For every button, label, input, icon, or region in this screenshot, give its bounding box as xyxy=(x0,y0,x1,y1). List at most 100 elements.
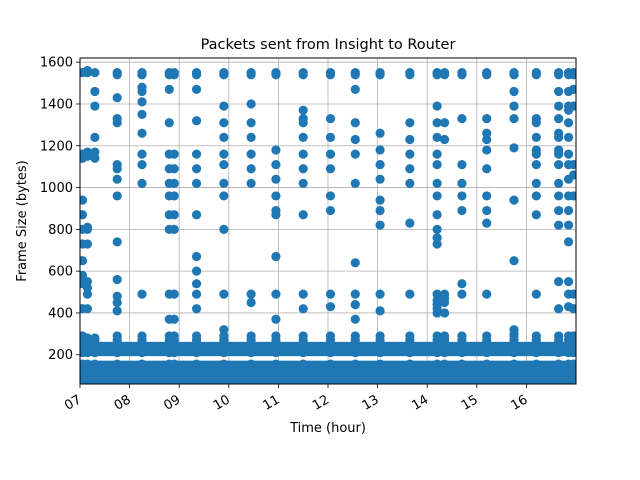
data-point xyxy=(405,149,415,159)
data-point xyxy=(271,70,281,80)
band-point xyxy=(191,340,202,350)
x-axis-label: Time (hour) xyxy=(289,421,366,436)
data-point xyxy=(432,224,442,234)
data-point xyxy=(457,114,467,124)
data-point xyxy=(405,134,415,145)
data-point xyxy=(405,70,415,80)
data-point xyxy=(482,134,492,145)
data-point xyxy=(271,159,281,170)
data-point xyxy=(432,210,442,220)
data-point xyxy=(191,164,202,174)
data-point xyxy=(298,149,308,159)
data-point xyxy=(482,145,492,155)
data-point xyxy=(298,210,308,220)
band-point xyxy=(271,359,281,369)
data-point xyxy=(112,70,122,80)
data-point xyxy=(350,70,360,80)
data-point xyxy=(271,251,281,262)
data-point xyxy=(375,145,385,155)
band-point xyxy=(90,340,100,350)
band-point xyxy=(405,359,415,369)
band-point xyxy=(90,376,100,384)
data-point xyxy=(298,304,308,314)
band-point xyxy=(531,340,541,350)
data-point xyxy=(405,164,415,174)
data-point xyxy=(246,149,256,159)
data-point xyxy=(82,304,93,314)
x-axis-ticks: 07 08 09 10 11 12 13 14 15 16 xyxy=(62,384,530,414)
band-point xyxy=(298,348,308,358)
band-point xyxy=(325,348,336,358)
data-point xyxy=(112,274,122,285)
data-point xyxy=(482,164,492,174)
data-point xyxy=(563,132,574,143)
data-point xyxy=(191,279,202,289)
data-point xyxy=(432,101,442,111)
data-point xyxy=(298,178,308,188)
band-point xyxy=(82,340,93,350)
dense-band xyxy=(80,360,576,385)
data-point xyxy=(350,134,360,145)
band-point xyxy=(219,348,229,358)
band-point xyxy=(432,376,442,384)
data-point xyxy=(169,191,179,201)
band-point xyxy=(350,359,360,369)
y-tick-label: 1600 xyxy=(40,56,73,71)
data-point xyxy=(325,302,336,312)
band-point xyxy=(554,348,564,358)
data-point xyxy=(563,277,574,287)
band-point xyxy=(509,376,519,384)
band-point xyxy=(112,348,122,358)
data-point xyxy=(509,256,519,266)
data-point xyxy=(82,224,93,234)
data-point xyxy=(90,101,100,111)
data-point xyxy=(246,70,256,80)
data-point xyxy=(432,239,442,249)
band-point xyxy=(375,340,385,350)
data-point xyxy=(482,114,492,124)
data-point xyxy=(554,178,564,188)
data-point xyxy=(80,210,88,220)
data-point xyxy=(350,289,360,299)
data-point xyxy=(137,86,147,97)
band-point xyxy=(137,340,147,350)
data-point xyxy=(271,145,281,155)
band-point xyxy=(325,376,336,384)
data-point xyxy=(405,178,415,188)
data-point xyxy=(191,116,202,126)
data-point xyxy=(298,105,308,115)
data-point xyxy=(137,109,147,120)
band-point xyxy=(405,340,415,350)
data-point xyxy=(219,70,229,80)
data-point xyxy=(375,289,385,299)
band-point xyxy=(531,359,541,369)
band-point xyxy=(271,340,281,350)
x-tick-label: 11 xyxy=(261,392,283,413)
data-point xyxy=(554,132,564,143)
data-point xyxy=(432,308,442,318)
data-point xyxy=(137,128,147,138)
band-point xyxy=(112,376,122,384)
band-point xyxy=(219,376,229,384)
data-point xyxy=(112,118,122,128)
data-point xyxy=(509,195,519,205)
data-point xyxy=(298,70,308,80)
x-tick-label: 09 xyxy=(161,392,183,413)
data-point xyxy=(531,132,541,143)
data-point xyxy=(554,304,564,314)
band-point xyxy=(169,376,179,384)
band-point xyxy=(439,359,450,369)
x-tick-label: 10 xyxy=(211,392,233,413)
band-point xyxy=(375,376,385,384)
band-point xyxy=(350,340,360,350)
data-point xyxy=(169,210,179,220)
data-point xyxy=(482,289,492,299)
data-point xyxy=(271,174,281,184)
data-point xyxy=(169,164,179,174)
y-tick-label: 600 xyxy=(48,265,73,280)
data-point xyxy=(350,178,360,188)
data-point xyxy=(191,266,202,276)
x-tick-label: 16 xyxy=(509,392,531,413)
data-point xyxy=(531,210,541,220)
band-point xyxy=(82,348,93,358)
